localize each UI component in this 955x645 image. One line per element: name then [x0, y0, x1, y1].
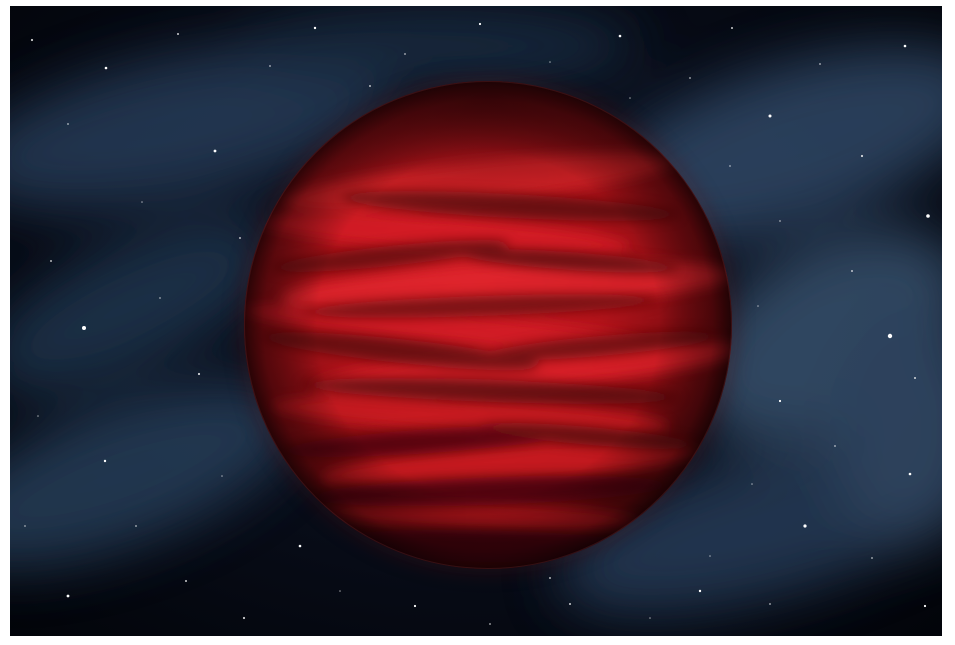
space-scene	[10, 6, 942, 636]
space-artwork	[10, 6, 942, 636]
nebula-clouds	[10, 6, 942, 615]
stars	[24, 22, 930, 625]
